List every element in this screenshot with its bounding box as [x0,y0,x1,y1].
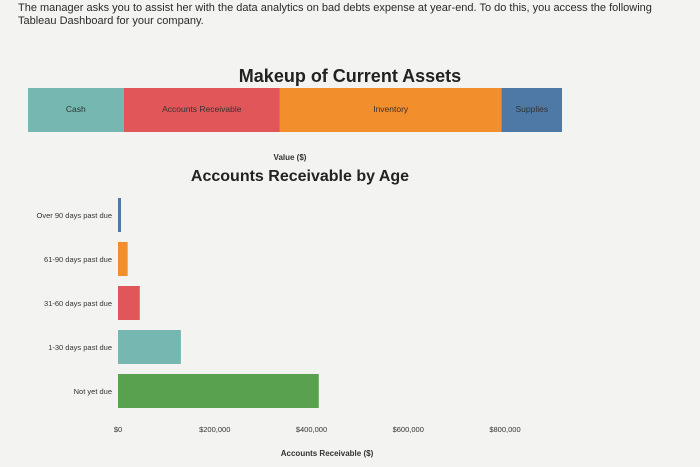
ar-x-axis-label: Accounts Receivable ($) [281,449,374,458]
segment-label-inventory: Inventory [373,104,409,114]
x-tick-label-0: $0 [114,425,122,434]
intro-text: The manager asks you to assist her with … [18,2,652,27]
bar-3 [118,330,181,364]
x-tick-label-4: $800,000 [489,425,520,434]
segment-accounts-receivable [123,88,280,132]
segment-label-cash: Cash [66,104,86,114]
x-tick-label-3: $600,000 [393,425,424,434]
segment-inventory [279,88,502,132]
bar-2 [118,286,140,320]
x-tick-label-2: $400,000 [296,425,327,434]
ar-by-age-chart-title: Accounts Receivable by Age [190,168,410,185]
category-label-2: 31-60 days past due [44,299,112,308]
segment-supplies [501,88,562,132]
current-assets-stacked-bar: Cash Accounts Receivable Inventory Supplies… [28,88,562,162]
segment-cash [28,88,124,132]
category-label-1: 61-90 days past due [44,255,112,264]
segment-label-accounts-receivable: Accounts Receivable [162,104,242,114]
x-tick-label-1: $200,000 [199,425,230,434]
current-assets-chart-title: Makeup of Current Assets [238,66,462,86]
category-label-4: Not yet due [74,387,112,396]
bar-4 [118,374,319,408]
current-assets-x-axis-label: Value ($) [274,153,307,162]
category-label-0: Over 90 days past due [37,211,112,220]
category-label-3: 1-30 days past due [48,343,112,352]
bar-0 [118,198,121,232]
bar-1 [118,242,128,276]
segment-label-supplies: Supplies [515,104,548,114]
